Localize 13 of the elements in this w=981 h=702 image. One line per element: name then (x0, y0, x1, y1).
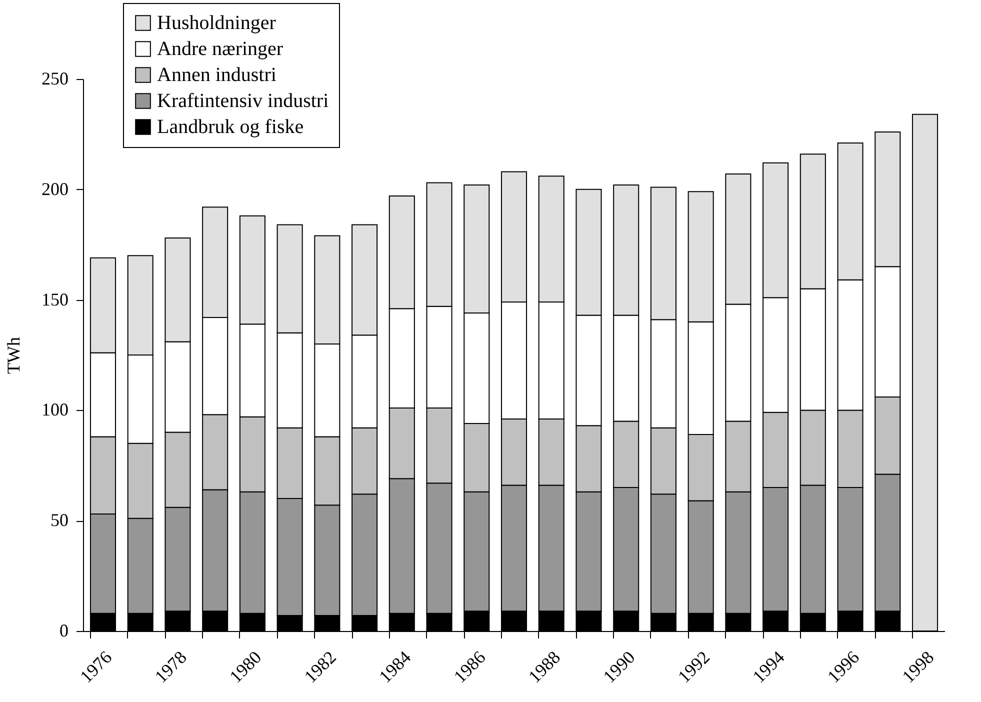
legend-label: Husholdninger (157, 12, 276, 34)
y-tick-label: 100 (42, 400, 68, 420)
y-tick-label: 250 (42, 68, 68, 88)
legend-label: Annen industri (157, 64, 277, 86)
y-tick-label: 50 (50, 510, 68, 530)
x-tick-label: 1980 (226, 647, 266, 687)
y-tick-label: 150 (42, 289, 68, 310)
legend-label: Kraftintensiv industri (157, 90, 330, 112)
y-axis-title: TWh (4, 337, 24, 374)
legend-label: Landbruk og fiske (157, 116, 304, 138)
y-tick-label: 200 (42, 178, 68, 199)
y-tick-label: 0 (60, 620, 68, 640)
legend-label: Andre næringer (157, 38, 284, 60)
